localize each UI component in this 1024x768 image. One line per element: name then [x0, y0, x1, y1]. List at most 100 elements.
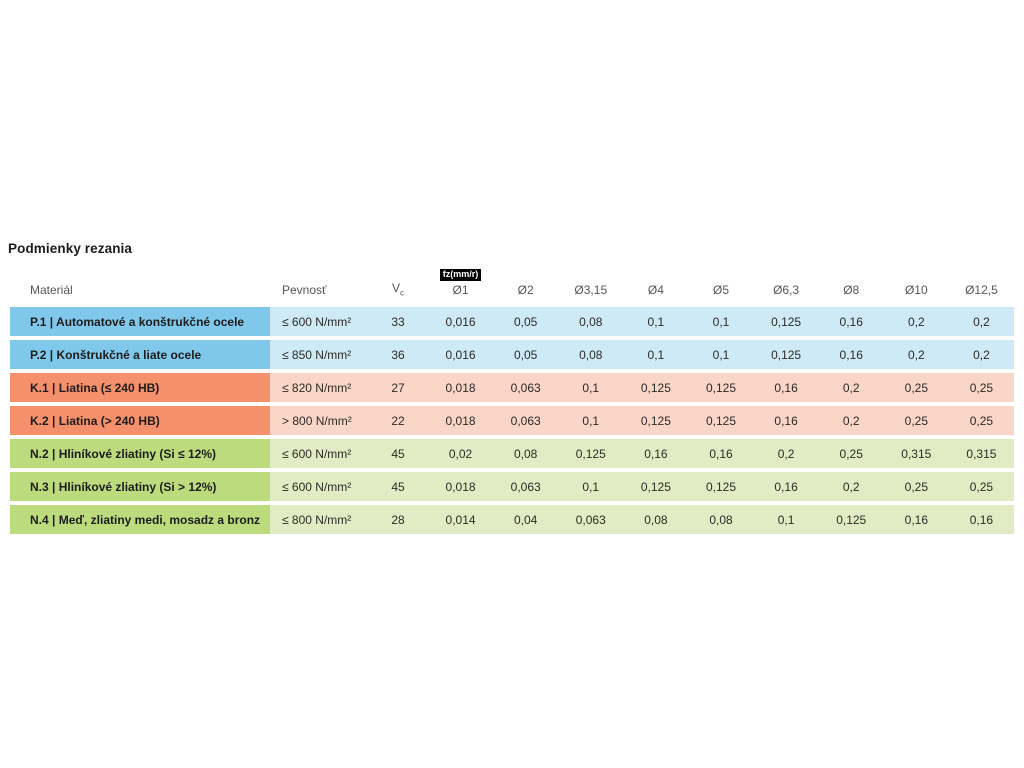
vc-value-cell: 45 — [391, 479, 405, 494]
strength-cell: ≤ 600 N/mm² — [282, 446, 352, 461]
diameter-label: Ø1 — [452, 283, 469, 297]
fz-value-cell: 0,16 — [774, 380, 798, 395]
fz-value-cell: 0,25 — [839, 446, 863, 461]
fz-value-cell: 0,2 — [907, 314, 925, 329]
fz-value-cell: 0,05 — [513, 347, 538, 362]
table-row: N.2 | Hliníkové zliatiny (Si ≤ 12%) ≤ 60… — [10, 439, 1014, 468]
fz-value-cell: 0,063 — [510, 413, 541, 428]
fz-value-cell: 0,16 — [904, 512, 928, 527]
fz-value-cell: 0,125 — [705, 413, 736, 428]
fz-value-cell: 0,1 — [582, 380, 600, 395]
fz-value-cell: 0,125 — [771, 347, 802, 362]
fz-value-cell: 0,25 — [904, 380, 928, 395]
fz-value-cell: 0,16 — [839, 347, 863, 362]
vc-subscript: c — [400, 288, 404, 297]
vc-value-cell: 33 — [391, 314, 405, 329]
fz-value-cell: 0,2 — [973, 314, 990, 329]
fz-value-cell: 0,1 — [777, 512, 795, 527]
diameter-label: Ø2 — [517, 283, 534, 297]
fz-value-cell: 0,063 — [510, 380, 541, 395]
fz-value-cell: 0,05 — [513, 314, 538, 329]
fz-value-cell: 0,16 — [709, 446, 733, 461]
fz-value-cell: 0,16 — [774, 479, 798, 494]
fz-unit-badge: fz(mm/r) — [439, 269, 482, 281]
material-cell: K.2 | Liatina (> 240 HB) — [10, 406, 270, 435]
fz-value-cell: 0,2 — [842, 479, 860, 494]
column-header-diameter: fz(mm/r) Ø1 — [428, 269, 493, 300]
fz-value-cell: 0,1 — [712, 347, 730, 362]
table-header-row: Materiál Pevnosť Vc fz(mm/r) Ø1 Ø2 Ø3,15 Ø4 Ø… — [10, 262, 1014, 300]
fz-value-cell: 0,125 — [640, 479, 671, 494]
column-header-diameter: Ø3,15 — [558, 283, 623, 300]
vc-value-cell: 22 — [391, 413, 405, 428]
table-row: P.1 | Automatové a konštrukčné ocele ≤ 6… — [10, 307, 1014, 336]
diameter-label: Ø5 — [712, 283, 729, 297]
fz-value-cell: 0,25 — [969, 413, 994, 428]
diameter-label: Ø3,15 — [574, 283, 608, 297]
fz-value-cell: 0,125 — [836, 512, 867, 527]
column-header-diameter: Ø2 — [493, 283, 558, 300]
material-cell: P.2 | Konštrukčné a liate ocele — [10, 340, 270, 369]
column-header-strength: Pevnosť — [282, 283, 327, 297]
fz-value-cell: 0,16 — [774, 413, 798, 428]
fz-value-cell: 0,018 — [445, 380, 476, 395]
fz-value-cell: 0,25 — [969, 479, 994, 494]
table-row: K.2 | Liatina (> 240 HB) > 800 N/mm² 22 … — [10, 406, 1014, 435]
fz-value-cell: 0,25 — [904, 479, 928, 494]
fz-value-cell: 0,16 — [839, 314, 863, 329]
strength-cell: ≤ 850 N/mm² — [282, 347, 352, 362]
column-header-diameter: Ø8 — [819, 283, 884, 300]
fz-value-cell: 0,08 — [709, 512, 733, 527]
vc-value-cell: 27 — [391, 380, 405, 395]
fz-value-cell: 0,08 — [579, 347, 603, 362]
material-cell: K.1 | Liatina (≤ 240 HB) — [10, 373, 270, 402]
fz-value-cell: 0,16 — [969, 512, 994, 527]
fz-value-cell: 0,018 — [445, 479, 476, 494]
fz-value-cell: 0,04 — [513, 512, 538, 527]
column-header-diameter: Ø4 — [623, 283, 688, 300]
fz-value-cell: 0,1 — [647, 347, 665, 362]
fz-value-cell: 0,25 — [969, 380, 994, 395]
fz-value-cell: 0,16 — [644, 446, 668, 461]
column-header-diameter: Ø6,3 — [754, 283, 819, 300]
fz-value-cell: 0,125 — [705, 380, 736, 395]
fz-value-cell: 0,063 — [510, 479, 541, 494]
fz-value-cell: 0,018 — [445, 413, 476, 428]
diameter-label: Ø10 — [904, 283, 928, 297]
fz-value-cell: 0,063 — [575, 512, 606, 527]
fz-value-cell: 0,2 — [842, 380, 860, 395]
table-row: P.2 | Konštrukčné a liate ocele ≤ 850 N/… — [10, 340, 1014, 369]
table-row: K.1 | Liatina (≤ 240 HB) ≤ 820 N/mm² 27 … — [10, 373, 1014, 402]
material-cell: N.2 | Hliníkové zliatiny (Si ≤ 12%) — [10, 439, 270, 468]
strength-cell: ≤ 820 N/mm² — [282, 380, 352, 395]
diameter-label: Ø12,5 — [965, 283, 998, 297]
fz-value-cell: 0,315 — [966, 446, 997, 461]
fz-value-cell: 0,2 — [973, 347, 990, 362]
fz-value-cell: 0,125 — [640, 413, 671, 428]
fz-value-cell: 0,2 — [842, 413, 860, 428]
page-title: Podmienky rezania — [8, 241, 132, 256]
material-cell: N.3 | Hliníkové zliatiny (Si > 12%) — [10, 472, 270, 501]
strength-cell: ≤ 600 N/mm² — [282, 314, 352, 329]
fz-value-cell: 0,1 — [647, 314, 665, 329]
diameter-label: Ø4 — [647, 283, 664, 297]
vc-symbol: V — [391, 280, 400, 295]
column-header-vc: Vc — [368, 281, 428, 300]
vc-value-cell: 45 — [391, 446, 405, 461]
vc-value-cell: 36 — [391, 347, 405, 362]
table-row: N.4 | Meď, zliatiny medi, mosadz a bronz… — [10, 505, 1014, 534]
column-header-diameter: Ø5 — [688, 283, 753, 300]
diameter-label: Ø8 — [843, 283, 860, 297]
fz-value-cell: 0,08 — [579, 314, 603, 329]
fz-value-cell: 0,1 — [582, 479, 600, 494]
fz-value-cell: 0,016 — [445, 314, 476, 329]
table-row: N.3 | Hliníkové zliatiny (Si > 12%) ≤ 60… — [10, 472, 1014, 501]
strength-cell: ≤ 600 N/mm² — [282, 479, 352, 494]
fz-value-cell: 0,315 — [901, 446, 932, 461]
fz-value-cell: 0,2 — [907, 347, 925, 362]
fz-value-cell: 0,08 — [644, 512, 668, 527]
fz-value-cell: 0,02 — [448, 446, 473, 461]
material-cell: N.4 | Meď, zliatiny medi, mosadz a bronz — [10, 505, 270, 534]
vc-value-cell: 28 — [391, 512, 405, 527]
